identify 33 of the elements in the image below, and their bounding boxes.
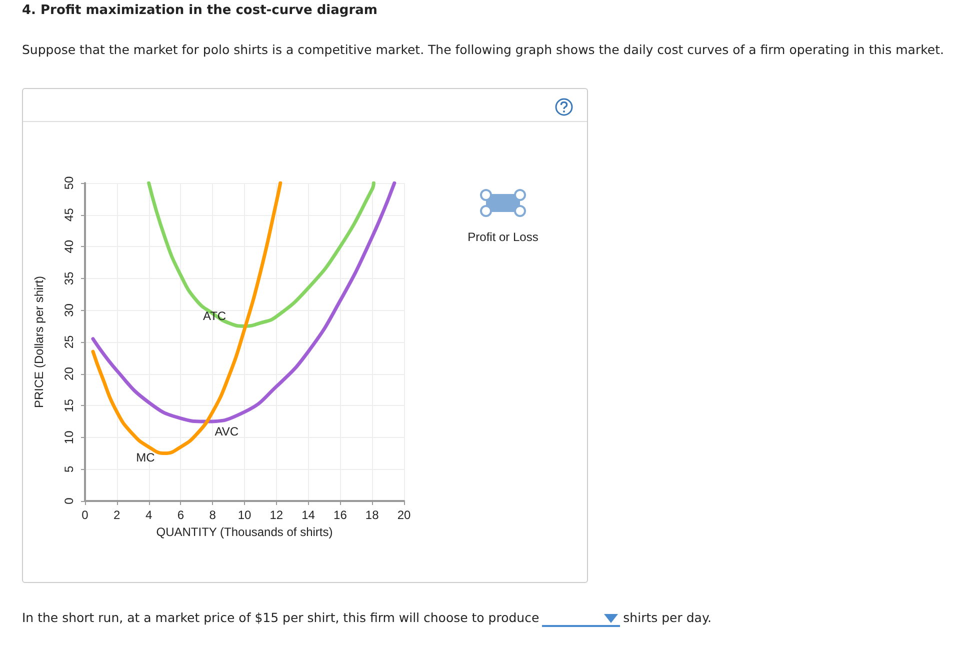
text: Suppose that the market for polo shirts is a competitive market. The following graph shows the daily cost curves of a firm operating in this market. (22, 42, 944, 57)
x-tick-label: 8 (209, 508, 216, 522)
x-tick-label: 12 (270, 508, 284, 522)
line-series (147, 181, 376, 328)
y-tick-label: 5 (62, 466, 76, 473)
x-tick-label: 2 (114, 508, 121, 522)
line-series (91, 181, 396, 424)
x-tick-label: 6 (177, 508, 184, 522)
y-tick-label: 25 (62, 335, 76, 349)
chart-title: 4. Profit maximization in the cost-curve diagram (22, 3, 378, 18)
y-tick-label: 15 (62, 398, 76, 412)
text: Profit or Loss (466, 230, 540, 244)
y-tick-label: 0 (62, 497, 76, 504)
y-axis-title: PRICE (Dollars per shirt) (32, 276, 46, 408)
y-tick-label: 10 (62, 430, 76, 444)
series-label: AVC (214, 424, 239, 438)
y-tick-label: 30 (62, 303, 76, 317)
x-tick-label: 20 (397, 508, 411, 522)
x-axis-title: QUANTITY (Thousands of shirts) (156, 525, 333, 539)
y-tick-label: 20 (62, 366, 76, 380)
x-tick-label: 18 (365, 508, 380, 522)
text: In the short run, at a market price of $15 per shirt, this firm will choose to produce (22, 610, 540, 625)
x-tick-label: 10 (238, 508, 252, 522)
series-label: MC (136, 450, 156, 464)
y-tick-label: 50 (62, 176, 76, 190)
text: shirts per day. (623, 610, 712, 625)
x-tick-label: 0 (82, 508, 89, 522)
x-tick-label: 16 (334, 508, 348, 522)
x-tick-label: 14 (302, 508, 316, 522)
x-tick-label: 4 (145, 508, 152, 522)
y-tick-label: 35 (62, 271, 76, 286)
y-tick-label: 45 (62, 208, 76, 222)
y-tick-label: 40 (62, 240, 76, 254)
